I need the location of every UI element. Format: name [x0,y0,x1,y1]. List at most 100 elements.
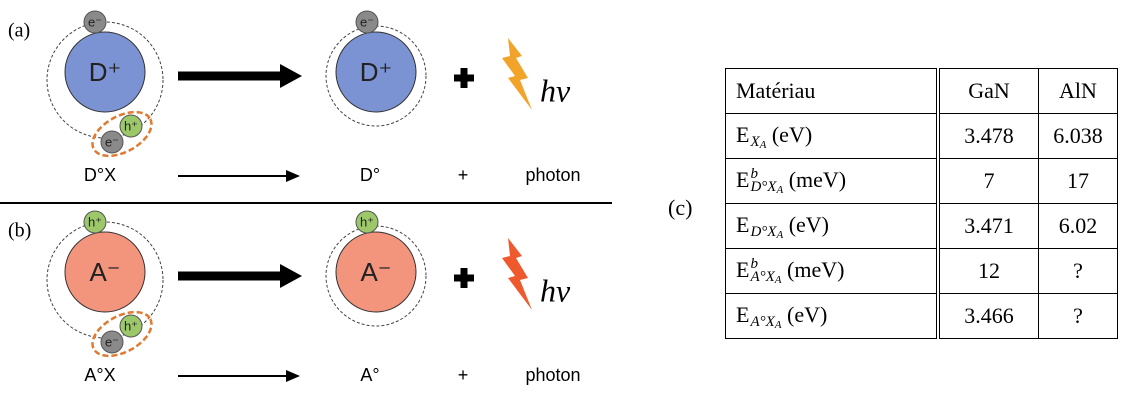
value-cell: 7 [938,158,1039,204]
bound-particle [355,210,379,234]
pair-electron [100,130,124,154]
photon: photon [525,365,580,385]
unit: (eV) [788,211,829,237]
panel-label: (b) [8,220,31,242]
bound-particle-label: h⁺ [360,214,374,229]
ion-label: D⁺ [89,57,122,87]
header-cell: AlN [1038,68,1118,114]
unit: (eV) [771,121,813,147]
photon: photon [525,165,580,185]
exciton [91,110,153,158]
unit: (meV) [787,256,845,282]
arrow-head [280,64,302,88]
initial-state: A°X [84,365,115,385]
pair-hole-label: h⁺ [124,318,138,333]
subscript2: A [774,318,782,331]
subscript2: A [759,138,767,151]
bound-particle [83,10,107,34]
row: E D°X A (eV) 3.471 6.02 [725,203,1118,249]
value-cell: 6.02 [1038,203,1118,249]
subscript: X [750,134,760,151]
row-label: E D°X A (eV) [725,203,940,249]
lightning [502,238,532,310]
unit: (meV) [788,166,847,192]
symbol: E [736,301,750,327]
plus: + [458,165,469,185]
exciton [91,310,153,358]
bound-particle-label: e⁻ [360,14,374,29]
index: X [750,123,760,151]
value-cell: 6.038 [1038,113,1118,159]
index: b D°X [750,166,777,196]
superscript: b [750,256,758,273]
plus-shape [454,268,474,288]
panel-label: (a) [8,20,30,42]
value-cell: 12 [938,248,1039,294]
subscript2: A [776,183,784,196]
header-cell: Matériau [725,68,940,114]
pair-electron-label: e⁻ [105,334,119,349]
ion [335,231,417,313]
plus: + [458,365,469,385]
bound-particle [83,210,107,234]
subscript: A°X [750,269,775,286]
subscript: A°X [750,314,775,331]
ion [64,231,146,313]
subscript2: A [774,273,782,286]
pair-hole [119,114,143,138]
ion-label: A⁻ [89,257,120,287]
value-cell: 17 [1038,158,1118,204]
value-cell: 3.471 [938,203,1039,249]
row-label: E A°X A (eV) [725,293,940,339]
table-label: (c) [668,195,693,220]
index: D°X [750,213,777,241]
bound-particle-label: h⁺ [88,214,102,229]
ion [64,31,146,113]
value-cell: 3.478 [938,113,1039,159]
bound-particle [355,10,379,34]
initial-state: D°X [84,165,116,185]
index: b A°X [750,256,775,286]
symbol: E [736,166,750,192]
index: A°X [750,303,775,331]
symbol: E [736,211,750,237]
unit: (eV) [787,301,828,327]
subscript2: A [776,228,784,241]
header-cell: GaN [938,68,1039,114]
superscript: b [750,166,758,183]
ion-label: A⁻ [360,257,391,287]
ion-label: D⁺ [360,57,393,87]
pair-electron [100,330,124,354]
lightning [502,38,532,110]
final-state: A° [360,365,379,385]
pair-electron-label: e⁻ [105,134,119,149]
photon-symbol: hν [540,272,571,308]
subscript: D°X [750,224,777,241]
photon-symbol: hν [540,72,571,108]
arrow-head [280,264,302,288]
arrow-head [286,370,300,382]
symbol: E [736,256,750,282]
bound-particle-label: e⁻ [88,14,102,29]
diagram: (a) D⁺ e⁻ e⁻ h⁺ D⁺ e⁻ hν D°X D° + photon (b) A⁻ h⁺ e⁻ h⁺… [0,10,612,385]
value-cell: ? [1038,293,1118,339]
pair-hole [119,314,143,338]
value-cell: 3.466 [938,293,1039,339]
pair-hole-label: h⁺ [124,118,138,133]
symbol: E [736,121,750,147]
final-state: D° [360,165,380,185]
header-row: Matériau GaN AlN [725,68,1118,114]
plus-shape [454,68,474,88]
value-cell: ? [1038,248,1118,294]
row: E A°X A (eV) 3.466? [725,293,1118,339]
ion [335,31,417,113]
subscript: D°X [750,179,777,196]
